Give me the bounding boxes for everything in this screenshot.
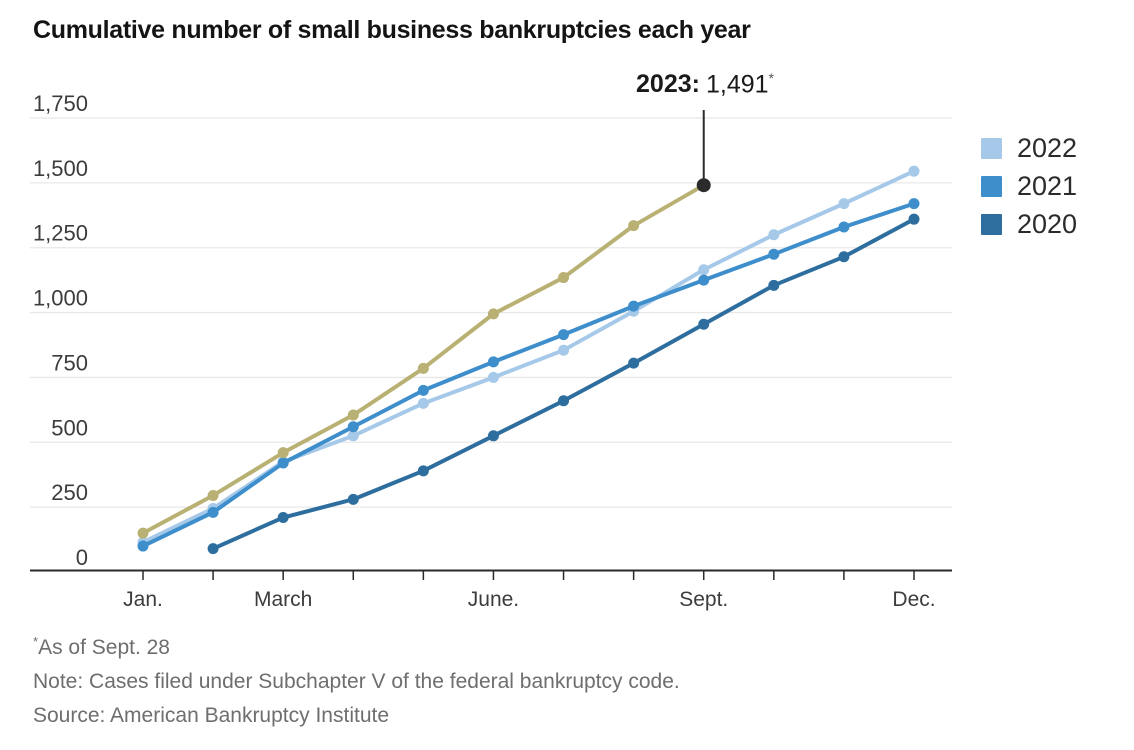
y-tick-label: 0	[76, 545, 88, 570]
data-point-2021	[277, 457, 289, 469]
footnote-source: Source: American Bankruptcy Institute	[33, 704, 390, 727]
y-tick-label: 1,750	[33, 91, 88, 116]
x-tick-label: Dec.	[892, 588, 935, 611]
data-point-2022	[768, 229, 780, 241]
footnotes: *As of Sept. 28 Note: Cases filed under …	[33, 631, 680, 733]
annotation-asterisk: *	[768, 70, 774, 86]
data-point-2022	[838, 198, 850, 210]
legend-label-2022: 2022	[1017, 133, 1078, 163]
data-point-2020	[417, 465, 429, 477]
data-point-2021	[768, 248, 780, 260]
data-point-2020	[908, 213, 920, 225]
y-tick-label: 1,500	[33, 156, 88, 181]
data-point-2020	[838, 251, 850, 263]
data-point-2020	[277, 512, 289, 524]
footnote-asterisk: *	[33, 634, 39, 649]
data-point-2021	[417, 384, 429, 396]
data-point-2020	[558, 395, 570, 407]
data-point-2020	[698, 318, 710, 330]
series-2021	[137, 198, 920, 552]
series-line-2023	[141, 183, 706, 536]
data-point-2021	[838, 221, 850, 233]
data-point-2021	[908, 198, 920, 210]
data-point-2021	[558, 329, 570, 341]
series-2020	[207, 213, 920, 555]
series-line-2020	[211, 217, 916, 551]
chart-svg: 0 250 500 750 1,000 1,250 1,500 1,750 Jan. March J…	[30, 91, 952, 611]
data-point-2023	[137, 527, 149, 539]
annotation-year: 2023:	[636, 70, 700, 99]
data-point-2021	[487, 356, 499, 368]
data-point-2021	[628, 300, 640, 312]
data-point-2020	[768, 279, 780, 291]
y-tick-label: 750	[51, 350, 88, 375]
data-point-2021	[137, 540, 149, 552]
x-tick-label: Sept.	[679, 588, 728, 611]
callout-dot	[696, 178, 711, 193]
legend-swatch-2021	[981, 176, 1002, 197]
data-point-2022	[698, 264, 710, 276]
data-point-2020	[487, 430, 499, 442]
data-point-2022	[558, 344, 570, 356]
data-point-2022	[908, 165, 920, 177]
data-point-2021	[698, 274, 710, 286]
data-point-2021	[207, 506, 219, 518]
legend-item-2021: 2021	[981, 171, 1078, 201]
annotation-value: 1,491	[705, 70, 769, 99]
data-point-2023	[207, 489, 219, 501]
y-tick-label: 500	[51, 415, 88, 440]
data-point-2023	[628, 220, 640, 232]
footnote-as-of: *As of Sept. 28	[33, 634, 170, 659]
series-line-2021	[141, 201, 916, 549]
data-point-2020	[347, 493, 359, 505]
legend-item-2020: 2020	[981, 209, 1078, 239]
annotation-2023: 2023: 1,491*	[636, 70, 774, 99]
data-point-2023	[347, 409, 359, 421]
series-2022	[137, 165, 920, 548]
data-point-2023	[277, 447, 289, 459]
data-point-2023	[487, 308, 499, 320]
footnote-note: Note: Cases filed under Subchapter V of …	[33, 670, 680, 693]
legend-swatch-2020	[981, 214, 1002, 235]
legend-item-2022: 2022	[981, 133, 1078, 163]
data-point-2023	[417, 362, 429, 374]
series-2023	[137, 179, 710, 539]
legend-label-2021: 2021	[1017, 171, 1078, 201]
legend: 2022 2021 2020	[981, 133, 1078, 252]
legend-label-2020: 2020	[1017, 209, 1078, 239]
data-point-2023	[558, 272, 570, 284]
y-tick-label: 1,250	[33, 221, 88, 246]
x-tick-label: Jan.	[123, 588, 163, 611]
y-tick-label: 1,000	[33, 286, 88, 311]
data-point-2020	[628, 357, 640, 369]
x-tick-label: June.	[468, 588, 519, 611]
series-line-2022	[141, 169, 916, 545]
data-point-2022	[417, 397, 429, 409]
data-point-2021	[347, 421, 359, 433]
legend-swatch-2022	[981, 138, 1002, 159]
chart-title: Cumulative number of small business bank…	[33, 16, 751, 44]
data-point-2022	[347, 430, 359, 442]
x-tick-label: March	[254, 588, 312, 611]
data-point-2020	[207, 543, 219, 555]
y-tick-label: 250	[51, 480, 88, 505]
data-point-2022	[487, 371, 499, 383]
